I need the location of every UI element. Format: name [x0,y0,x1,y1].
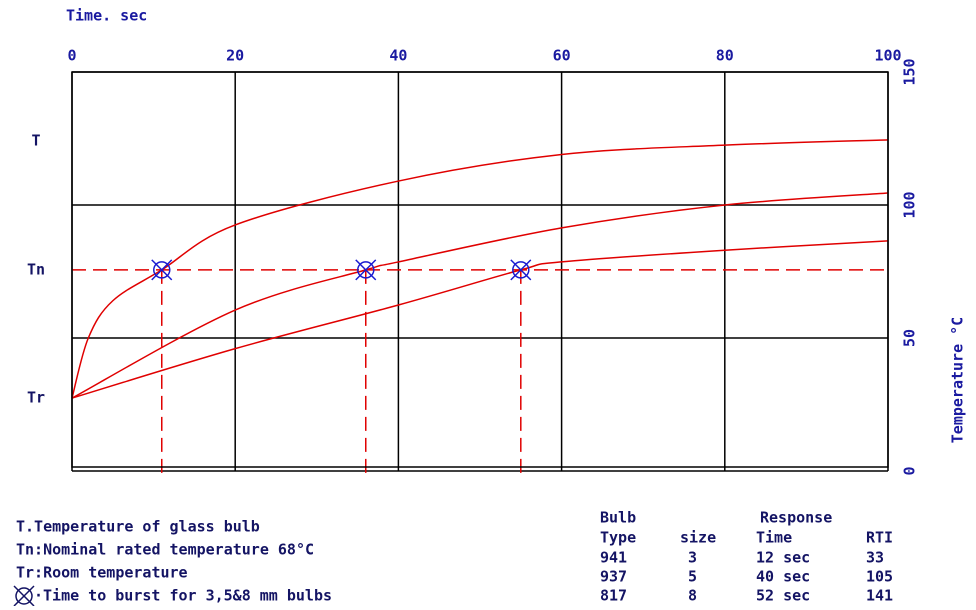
table-header: Type [600,529,636,547]
table-cell: 3 [688,549,697,567]
table-cell: 937 [600,568,627,586]
table-header: Time [756,529,792,547]
marker-part [357,261,375,279]
marker-part [512,261,530,279]
x-tick-label: 0 [67,47,76,65]
burst-marker [355,259,377,281]
left-tick-label: Tr [27,389,45,407]
table-header: Bulb [600,509,636,527]
curve [71,139,889,399]
y-tick-label: 50 [901,329,919,347]
table-cell: 40 sec [756,568,810,586]
marker-part [151,259,173,281]
marker-part [153,261,171,279]
left-tick-label: Tn [27,260,45,278]
table-cell: 12 sec [756,549,810,567]
table-header: RTI [866,529,893,547]
x-tick-label: 100 [874,47,901,65]
burst-marker [151,259,173,281]
table-cell: 8 [688,587,697,605]
plot-frame [71,71,889,468]
table-cell: 5 [688,568,697,586]
burst-marker [510,259,532,281]
y-axis-label: Temperature °C [949,317,967,443]
x-tick-label: 20 [226,47,244,65]
x-tick-label: 60 [553,47,571,65]
curve [71,192,889,399]
table-cell: 141 [866,587,893,605]
table-header: size [680,529,716,547]
table-cell: 817 [600,587,627,605]
y-tick-label: 100 [901,191,919,218]
table-cell: 941 [600,549,627,567]
table-cell: 52 sec [756,587,810,605]
marker-part [355,259,377,281]
table-cell: 105 [866,568,893,586]
y-tick-label: 0 [901,466,919,475]
note: Tn:Nominal rated temperature 68°C [16,541,314,559]
left-tick-label: T [31,132,40,150]
note: ·Time to burst for 3,5&8 mm bulbs [34,587,332,605]
marker-part [13,585,35,607]
x-tick-label: 80 [716,47,734,65]
x-tick-label: 40 [389,47,407,65]
curve [71,240,889,399]
note: Tr:Room temperature [16,564,188,582]
marker-part [15,587,33,605]
table-cell: 33 [866,549,884,567]
marker-part [510,259,532,281]
table-header: Response [760,509,832,527]
note: T.Temperature of glass bulb [16,518,260,536]
x-axis-label: Time. sec [66,7,147,25]
y-tick-label: 150 [901,58,919,85]
note-symbol [13,585,35,607]
